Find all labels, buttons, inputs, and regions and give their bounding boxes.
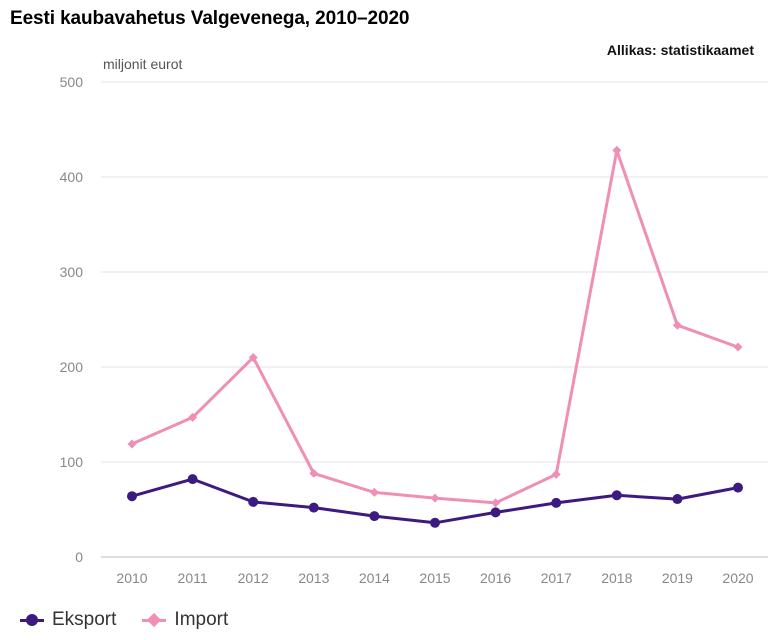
x-tick-label-2017: 2017	[541, 570, 572, 586]
y-axis-label: miljonit eurot	[103, 56, 183, 72]
data-point-eksport-2020	[733, 482, 743, 493]
y-tick-label-200: 200	[60, 359, 84, 375]
legend-label-import: Import	[174, 609, 229, 630]
data-point-import-2010	[127, 439, 137, 449]
y-tick-label-0: 0	[75, 549, 83, 565]
x-tick-label-2012: 2012	[238, 570, 269, 586]
data-point-eksport-2017	[551, 497, 562, 508]
data-point-import-2018	[612, 145, 622, 155]
chart-source: Allikas: statistikaamet	[606, 42, 754, 58]
data-point-import-2015	[430, 493, 440, 503]
legend: Eksport Import	[20, 609, 254, 631]
legend-marker-import	[147, 612, 162, 628]
data-point-import-2011	[188, 412, 198, 422]
data-point-eksport-2013	[308, 502, 319, 513]
data-point-import-2020	[733, 342, 743, 352]
data-point-eksport-2018	[611, 490, 622, 501]
x-tick-label-2015: 2015	[419, 570, 450, 586]
data-point-import-2012	[248, 353, 258, 362]
chart-title: Eesti kaubavahetus Valgevenega, 2010–202…	[10, 8, 410, 29]
data-point-import-2014	[369, 487, 379, 497]
data-point-eksport-2010	[127, 491, 137, 502]
data-point-import-2013	[309, 468, 319, 478]
x-tick-label-2018: 2018	[601, 570, 632, 586]
data-point-eksport-2014	[369, 511, 380, 522]
legend-item-eksport[interactable]: Eksport	[20, 609, 116, 631]
legend-marker-eksport	[26, 614, 38, 626]
x-tick-label-2020: 2020	[722, 570, 753, 586]
y-tick-label-400: 400	[60, 169, 84, 185]
y-tick-label-300: 300	[60, 264, 84, 280]
y-tick-label-100: 100	[60, 454, 84, 470]
data-point-eksport-2012	[248, 496, 259, 507]
x-tick-label-2011: 2011	[178, 570, 208, 586]
data-point-eksport-2015	[430, 517, 440, 528]
x-tick-label-2013: 2013	[298, 570, 329, 586]
legend-swatch-import	[142, 612, 167, 628]
x-tick-label-2014: 2014	[359, 570, 390, 586]
x-tick-label-2019: 2019	[662, 570, 693, 586]
data-point-import-2016	[491, 498, 501, 508]
data-point-eksport-2011	[187, 474, 198, 485]
series-line-import	[130, 148, 740, 505]
x-tick-label-2010: 2010	[116, 570, 147, 586]
legend-swatch-eksport	[20, 613, 44, 627]
data-point-eksport-2019	[672, 494, 683, 505]
data-point-eksport-2016	[490, 507, 501, 518]
legend-label-eksport: Eksport	[52, 609, 117, 630]
x-tick-label-2016: 2016	[480, 570, 511, 586]
y-tick-label-500: 500	[60, 74, 84, 90]
data-point-import-2019	[672, 320, 682, 330]
data-point-import-2017	[551, 469, 561, 479]
legend-item-import[interactable]: Import	[142, 609, 228, 631]
